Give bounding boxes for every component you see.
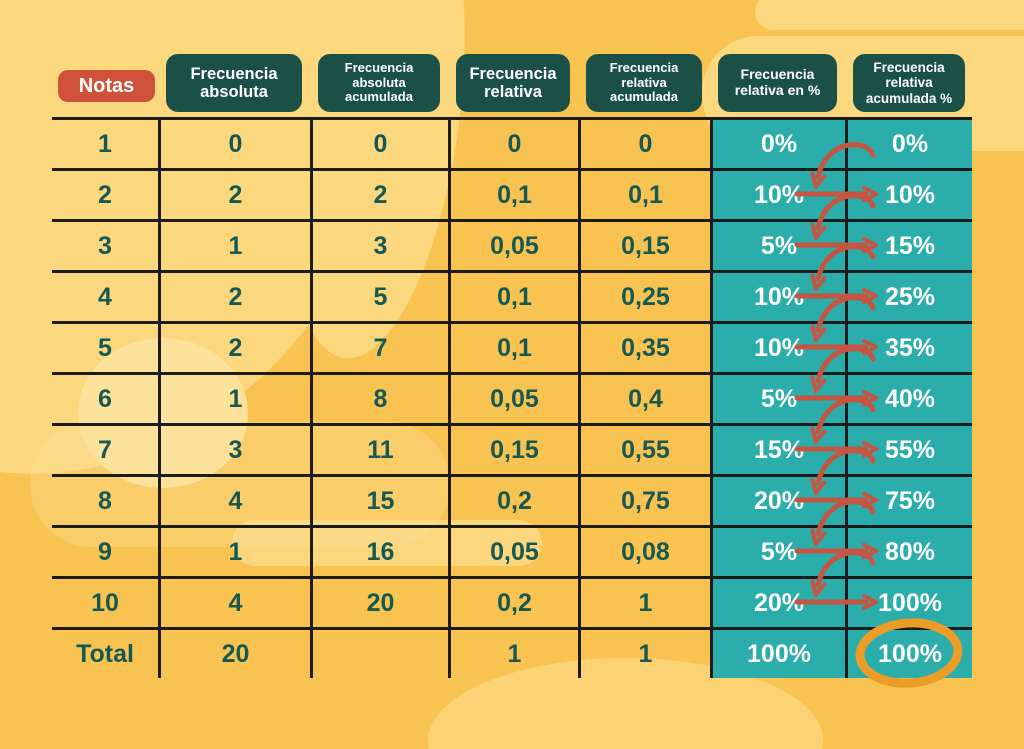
table-cell: 8 <box>310 372 448 423</box>
total-row-cell: 1 <box>448 627 578 678</box>
table-cell: 40% <box>845 372 972 423</box>
table-cell: 2 <box>52 168 158 219</box>
table-cell: 9 <box>52 525 158 576</box>
table-cell: 1 <box>158 219 310 270</box>
frequency-table: 1 0 0 0 0 0% 0% 2 2 2 0,1 0,1 10% 10% 3 1 3 0,05 0,15 5% 15%… <box>52 117 972 678</box>
table-cell: 4 <box>158 474 310 525</box>
table-cell: 15% <box>845 219 972 270</box>
table-cell: 5% <box>710 525 845 576</box>
table-cell: 3 <box>52 219 158 270</box>
table-cell: 0% <box>845 117 972 168</box>
table-cell: 10% <box>710 168 845 219</box>
table-cell: 15 <box>310 474 448 525</box>
table-cell: 1 <box>158 372 310 423</box>
total-row-cell: 100% <box>710 627 845 678</box>
table-cell: 35% <box>845 321 972 372</box>
table-cell: 7 <box>52 423 158 474</box>
table-cell: 0,08 <box>578 525 710 576</box>
table-cell: 0% <box>710 117 845 168</box>
table-cell: 3 <box>310 219 448 270</box>
table-cell: 10% <box>710 270 845 321</box>
table-cell: 0,05 <box>448 219 578 270</box>
table-cell: 5 <box>52 321 158 372</box>
column-header-frecuencia-absoluta-acumulada: Frecuencia absoluta acumulada <box>318 54 440 112</box>
table-cell: 0,1 <box>448 270 578 321</box>
table-cell: 0,05 <box>448 372 578 423</box>
table-cell: 0,4 <box>578 372 710 423</box>
table-cell: 5% <box>710 219 845 270</box>
row-label-header: Notas <box>58 70 155 102</box>
background-blob <box>78 338 248 488</box>
total-row-cell <box>310 627 448 678</box>
total-row-cell: 1 <box>578 627 710 678</box>
table-cell: 0 <box>578 117 710 168</box>
table-cell: 0,05 <box>448 525 578 576</box>
total-row-cell: Total <box>52 627 158 678</box>
column-header-frecuencia-relativa-acumulada: Frecuencia relativa acumulada <box>586 54 702 112</box>
table-cell: 1 <box>158 525 310 576</box>
table-cell: 0 <box>158 117 310 168</box>
table-cell: 5 <box>310 270 448 321</box>
table-cell: 75% <box>845 474 972 525</box>
table-cell: 25% <box>845 270 972 321</box>
table-cell: 15% <box>710 423 845 474</box>
table-cell: 20 <box>310 576 448 627</box>
table-cell: 8 <box>52 474 158 525</box>
table-cell: 10% <box>845 168 972 219</box>
table-cell: 80% <box>845 525 972 576</box>
table-cell: 0,2 <box>448 576 578 627</box>
table-cell: 2 <box>310 168 448 219</box>
table-cell: 100% <box>845 576 972 627</box>
total-row-cell: 20 <box>158 627 310 678</box>
column-header-frecuencia-relativa-porcentaje: Frecuencia relativa en % <box>718 54 837 112</box>
table-cell: 0,15 <box>578 219 710 270</box>
table-cell: 3 <box>158 423 310 474</box>
table-cell: 2 <box>158 321 310 372</box>
total-row-cell: 100% <box>845 627 972 678</box>
table-cell: 0 <box>448 117 578 168</box>
table-cell: 20% <box>710 474 845 525</box>
table-cell: 7 <box>310 321 448 372</box>
table-cell: 2 <box>158 168 310 219</box>
table-cell: 0,55 <box>578 423 710 474</box>
table-cell: 0 <box>310 117 448 168</box>
table-cell: 0,75 <box>578 474 710 525</box>
table-cell: 20% <box>710 576 845 627</box>
table-cell: 4 <box>52 270 158 321</box>
column-header-frecuencia-absoluta: Frecuencia absoluta <box>166 54 302 112</box>
table-cell: 0,1 <box>448 321 578 372</box>
table-cell: 0,25 <box>578 270 710 321</box>
table-cell: 16 <box>310 525 448 576</box>
table-cell: 1 <box>578 576 710 627</box>
table-cell: 11 <box>310 423 448 474</box>
table-cell: 4 <box>158 576 310 627</box>
table-cell: 10 <box>52 576 158 627</box>
column-header-frecuencia-relativa-acumulada-porcentaje: Frecuencia relativa acumulada % <box>853 54 965 112</box>
table-cell: 0,15 <box>448 423 578 474</box>
table-cell: 0,2 <box>448 474 578 525</box>
table-cell: 0,1 <box>578 168 710 219</box>
table-cell: 2 <box>158 270 310 321</box>
table-cell: 5% <box>710 372 845 423</box>
table-cell: 10% <box>710 321 845 372</box>
table-cell: 6 <box>52 372 158 423</box>
table-cell: 0,1 <box>448 168 578 219</box>
column-header-frecuencia-relativa: Frecuencia relativa <box>456 54 570 112</box>
table-cell: 0,35 <box>578 321 710 372</box>
table-cell: 55% <box>845 423 972 474</box>
background-blob <box>755 0 1024 30</box>
table-cell: 1 <box>52 117 158 168</box>
